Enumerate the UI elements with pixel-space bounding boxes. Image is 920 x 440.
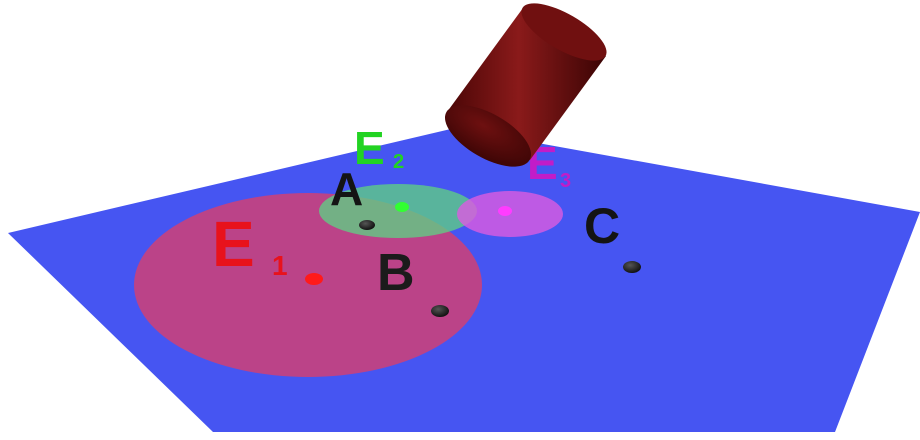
label-b: B bbox=[377, 244, 415, 302]
point-c bbox=[623, 261, 641, 273]
label-a: A bbox=[330, 163, 363, 215]
label-e2: E bbox=[354, 122, 385, 174]
marker-e2 bbox=[395, 202, 409, 212]
marker-e1 bbox=[305, 273, 323, 285]
label-c: C bbox=[584, 198, 620, 254]
label-e1-index: 1 bbox=[272, 250, 288, 281]
cylinder-emitter bbox=[445, 3, 607, 167]
marker-e3 bbox=[498, 206, 512, 216]
label-e3-index: 3 bbox=[560, 170, 571, 192]
label-e1: E bbox=[212, 208, 255, 280]
area-e1 bbox=[134, 193, 482, 377]
label-e2-index: 2 bbox=[393, 151, 404, 173]
point-a bbox=[359, 220, 375, 230]
point-b bbox=[431, 305, 449, 317]
